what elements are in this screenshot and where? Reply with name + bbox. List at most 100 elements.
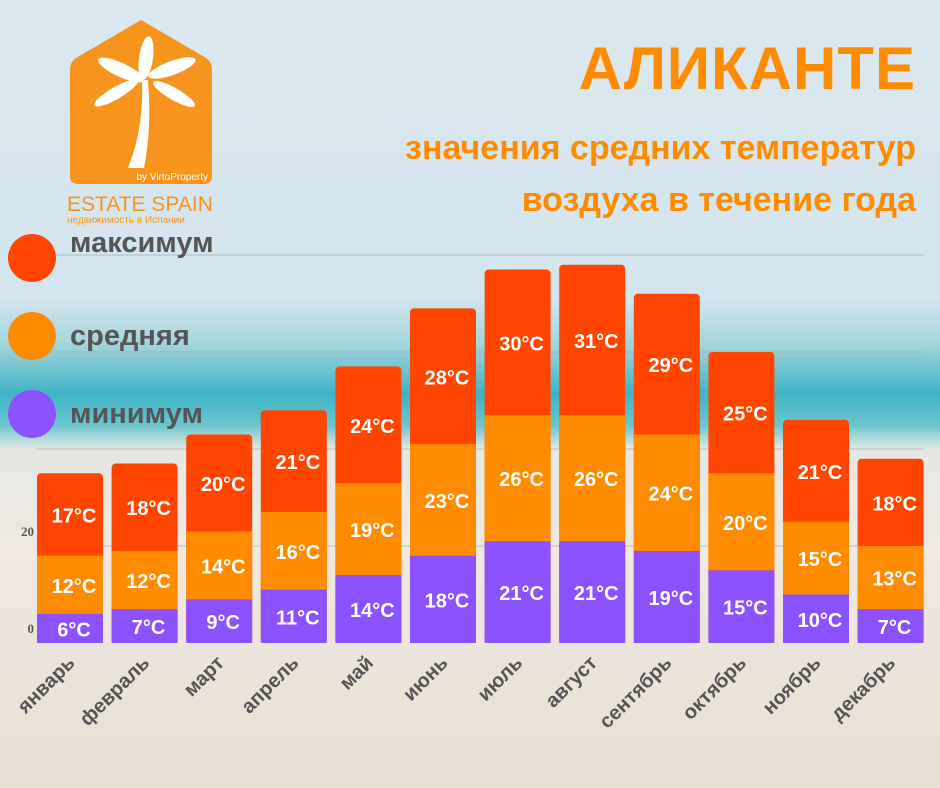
data-label-avg: 24°C (648, 484, 693, 506)
bar-group: 7°C 13°C 18°C (857, 458, 924, 643)
legend-label-avg: средняя (70, 319, 190, 352)
bar-avg (633, 434, 700, 551)
bar-min (484, 541, 551, 643)
logo-tagline: недвижимость в Испании (67, 215, 185, 226)
x-tick-label: ноябрь (759, 652, 826, 719)
bar-group: 7°C 12°C 18°C (111, 463, 178, 643)
x-tick-label: август (541, 652, 601, 712)
data-label-min: 6°C (57, 619, 91, 641)
bar-min (708, 570, 775, 643)
x-tick-label: октябрь (678, 652, 751, 725)
x-tick-label: декабрь (827, 652, 900, 725)
bar-group: 10°C 15°C 21°C (783, 419, 849, 643)
legend-item-avg: средняя (8, 312, 190, 360)
legend-item-max: максимум (8, 227, 214, 282)
bar-group: 11°C 16°C 21°C (260, 410, 327, 643)
data-label-avg: 19°C (350, 520, 395, 542)
data-label-avg: 23°C (425, 491, 470, 513)
bar-min (857, 609, 924, 643)
bar-avg (186, 531, 253, 600)
x-tick-label: март (180, 652, 229, 701)
data-label-min: 7°C (132, 617, 166, 639)
data-label-min: 9°C (206, 612, 240, 634)
data-label-min: 18°C (425, 590, 470, 612)
bar-avg (260, 512, 327, 590)
data-label-avg: 12°C (126, 571, 171, 593)
y-tick-label: 20 (21, 524, 34, 539)
data-label-avg: 26°C (499, 469, 544, 491)
x-tick-label: апрель (237, 652, 303, 718)
data-label-max: 29°C (648, 355, 693, 377)
data-label-min: 21°C (499, 583, 544, 605)
bar-avg (484, 415, 551, 542)
subtitle-line-2: воздуха в течение года (521, 181, 916, 219)
y-tick-label: 0 (28, 621, 35, 636)
bar-min (111, 609, 178, 643)
logo-byline: by VirtoProperty (136, 172, 208, 183)
bar-group: 19°C 24°C 29°C (633, 293, 700, 643)
data-label-max: 21°C (275, 452, 320, 474)
bar-avg (708, 473, 775, 571)
data-label-max: 20°C (201, 474, 246, 496)
page-title: АЛИКАНТЕ (578, 35, 916, 102)
x-tick-label: июнь (399, 652, 453, 706)
x-tick-label: февраль (76, 652, 154, 730)
logo-name: ESTATE SPAIN (67, 193, 213, 216)
bar-avg (335, 482, 402, 576)
bar-group: 21°C 26°C 31°C (559, 264, 626, 643)
data-label-min: 7°C (878, 617, 912, 639)
bar-min (633, 550, 700, 643)
bar-min (260, 589, 327, 643)
bar-min (410, 555, 476, 643)
bar-group: 9°C 14°C 20°C (186, 434, 253, 643)
legend-label-max: максимум (70, 226, 214, 259)
x-tick-label: май (336, 652, 378, 694)
bar-avg (37, 555, 103, 614)
legend-dot-avg-icon (8, 312, 56, 360)
bar-min (783, 594, 849, 643)
data-label-min: 11°C (276, 607, 320, 629)
subtitle-line-1: значения средних температур (405, 129, 916, 167)
palm-tree-icon (128, 80, 150, 168)
data-label-avg: 16°C (275, 542, 320, 564)
data-label-min: 14°C (350, 600, 395, 622)
legend-item-min: минимум (8, 390, 203, 438)
data-label-avg: 20°C (723, 513, 768, 535)
bar-avg (783, 521, 849, 595)
bar-min (559, 541, 626, 643)
x-tick-label: сентябрь (595, 652, 676, 733)
data-label-max: 24°C (350, 416, 395, 438)
data-label-max: 17°C (52, 505, 97, 527)
estate-spain-logo: by VirtoProperty (70, 20, 212, 184)
bar-avg (410, 444, 476, 556)
data-label-avg: 26°C (574, 469, 619, 491)
data-label-max: 28°C (425, 367, 470, 389)
bar-group: 18°C 23°C 28°C (410, 308, 476, 643)
data-label-min: 15°C (723, 598, 768, 620)
data-label-max: 18°C (872, 493, 917, 515)
bar-group: 21°C 26°C 30°C (484, 269, 551, 643)
x-tick-label: июль (473, 652, 527, 706)
legend-label-min: минимум (70, 397, 203, 430)
bar-min (335, 575, 402, 643)
x-tick-label: январь (13, 652, 80, 719)
data-label-max: 30°C (499, 333, 544, 355)
bar-avg (857, 546, 924, 610)
bar-group: 15°C 20°C 25°C (708, 352, 775, 643)
bar-avg (111, 550, 178, 610)
data-label-avg: 12°C (52, 576, 97, 598)
data-label-max: 31°C (574, 331, 619, 353)
data-label-avg: 14°C (201, 556, 246, 578)
bar-min (37, 613, 103, 643)
legend-dot-min-icon (8, 390, 56, 438)
data-label-min: 10°C (798, 610, 843, 632)
data-label-max: 25°C (723, 404, 768, 426)
legend-dot-max-icon (8, 234, 56, 282)
data-label-min: 21°C (574, 583, 619, 605)
page-subtitle: значения средних температур воздуха в те… (405, 122, 916, 226)
data-label-max: 18°C (126, 498, 171, 520)
bar-min (186, 599, 253, 643)
bar-group: 14°C 19°C 24°C (335, 366, 402, 643)
data-label-min: 19°C (648, 588, 693, 610)
